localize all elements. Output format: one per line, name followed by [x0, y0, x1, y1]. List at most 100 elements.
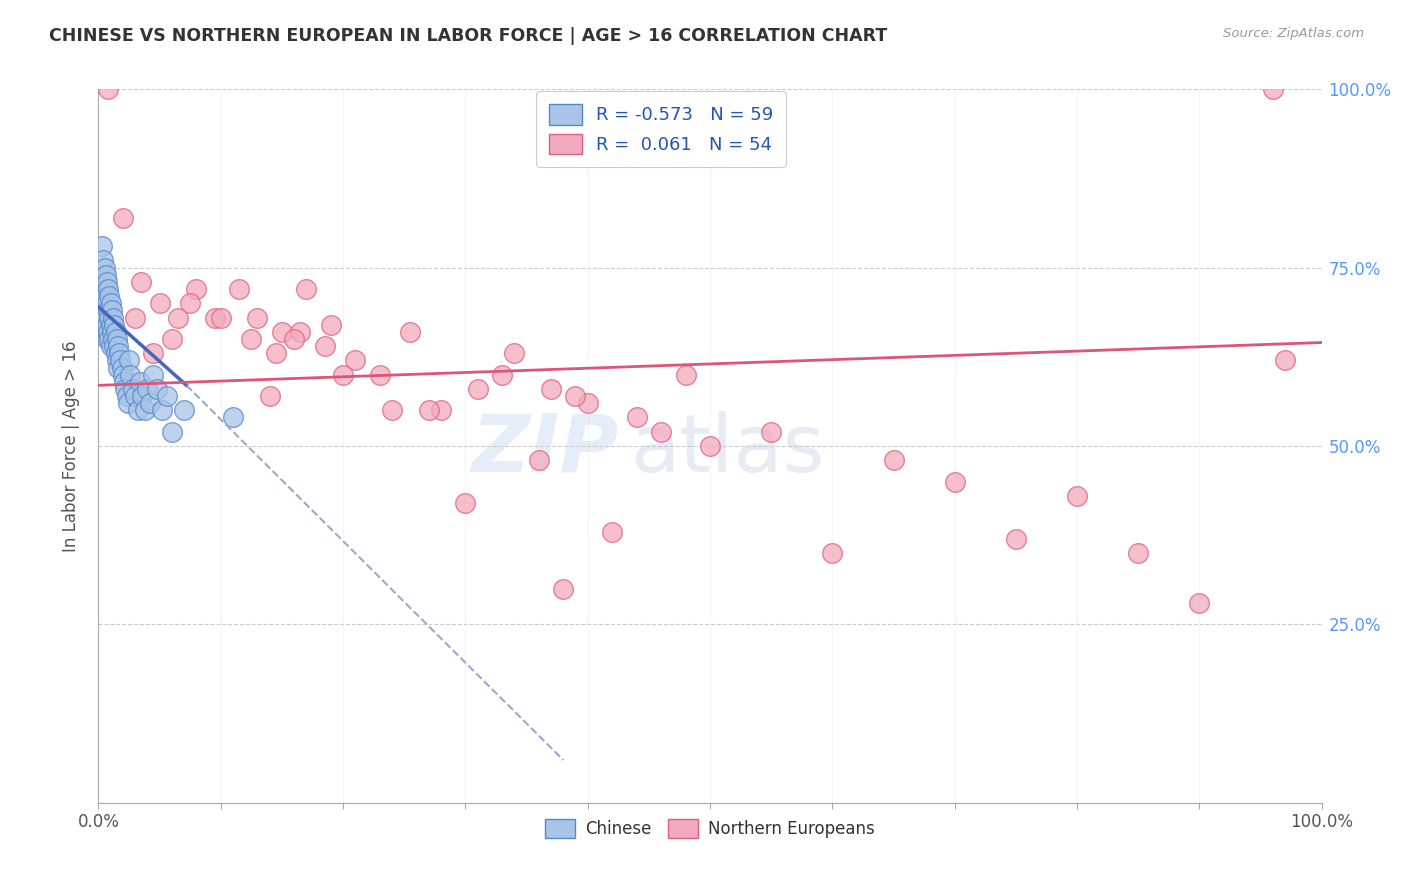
- Point: [96, 275, 118, 289]
- Point: [1188, 596, 1211, 610]
- Point: [167, 310, 190, 325]
- Point: [94, 289, 117, 303]
- Point: [111, 368, 134, 382]
- Point: [127, 403, 149, 417]
- Point: [98, 310, 121, 325]
- Point: [124, 310, 146, 325]
- Point: [129, 275, 152, 289]
- Point: [93, 260, 115, 275]
- Point: [204, 310, 226, 325]
- Point: [491, 368, 513, 382]
- Point: [104, 325, 127, 339]
- Point: [503, 346, 526, 360]
- Point: [418, 403, 440, 417]
- Point: [186, 282, 208, 296]
- Point: [1128, 546, 1150, 560]
- Point: [228, 282, 250, 296]
- Point: [290, 325, 312, 339]
- Point: [124, 389, 146, 403]
- Point: [139, 396, 162, 410]
- Point: [114, 382, 136, 396]
- Point: [761, 425, 783, 439]
- Point: [104, 346, 127, 360]
- Point: [91, 239, 114, 253]
- Point: [96, 318, 118, 332]
- Point: [107, 360, 129, 375]
- Point: [173, 403, 195, 417]
- Point: [1261, 82, 1284, 96]
- Point: [699, 439, 721, 453]
- Point: [222, 410, 245, 425]
- Point: [564, 389, 586, 403]
- Point: [150, 403, 173, 417]
- Point: [97, 282, 120, 296]
- Point: [103, 339, 125, 353]
- Point: [93, 296, 115, 310]
- Point: [101, 325, 124, 339]
- Point: [100, 339, 122, 353]
- Point: [97, 303, 120, 318]
- Point: [94, 268, 117, 282]
- Point: [626, 410, 648, 425]
- Point: [91, 253, 114, 268]
- Point: [399, 325, 422, 339]
- Point: [240, 332, 263, 346]
- Legend: Chinese, Northern Europeans: Chinese, Northern Europeans: [538, 812, 882, 845]
- Point: [105, 332, 128, 346]
- Point: [96, 332, 118, 346]
- Point: [142, 368, 165, 382]
- Point: [100, 318, 122, 332]
- Point: [146, 382, 169, 396]
- Point: [527, 453, 550, 467]
- Point: [675, 368, 697, 382]
- Point: [1066, 489, 1088, 503]
- Point: [209, 310, 232, 325]
- Text: atlas: atlas: [630, 410, 825, 489]
- Point: [120, 368, 142, 382]
- Point: [107, 339, 129, 353]
- Point: [368, 368, 391, 382]
- Point: [98, 289, 121, 303]
- Point: [314, 339, 336, 353]
- Point: [1004, 532, 1026, 546]
- Point: [430, 403, 453, 417]
- Point: [131, 389, 153, 403]
- Point: [149, 296, 172, 310]
- Point: [283, 332, 305, 346]
- Point: [110, 353, 132, 368]
- Point: [160, 332, 183, 346]
- Point: [344, 353, 367, 368]
- Point: [121, 382, 143, 396]
- Point: [91, 275, 114, 289]
- Point: [142, 346, 165, 360]
- Point: [270, 325, 294, 339]
- Point: [100, 296, 122, 310]
- Y-axis label: In Labor Force | Age > 16: In Labor Force | Age > 16: [62, 340, 80, 552]
- Point: [454, 496, 477, 510]
- Point: [600, 524, 623, 539]
- Point: [103, 318, 125, 332]
- Point: [160, 425, 183, 439]
- Point: [295, 282, 318, 296]
- Point: [101, 332, 124, 346]
- Point: [332, 368, 354, 382]
- Point: [246, 310, 269, 325]
- Text: Source: ZipAtlas.com: Source: ZipAtlas.com: [1223, 27, 1364, 40]
- Point: [650, 425, 672, 439]
- Point: [319, 318, 342, 332]
- Text: CHINESE VS NORTHERN EUROPEAN IN LABOR FORCE | AGE > 16 CORRELATION CHART: CHINESE VS NORTHERN EUROPEAN IN LABOR FO…: [49, 27, 887, 45]
- Point: [883, 453, 905, 467]
- Point: [111, 360, 134, 375]
- Point: [115, 389, 138, 403]
- Point: [111, 211, 134, 225]
- Point: [136, 382, 159, 396]
- Point: [553, 582, 575, 596]
- Point: [1274, 353, 1296, 368]
- Point: [467, 382, 489, 396]
- Point: [108, 346, 131, 360]
- Point: [97, 325, 120, 339]
- Point: [93, 282, 115, 296]
- Point: [821, 546, 844, 560]
- Point: [259, 389, 281, 403]
- Point: [179, 296, 201, 310]
